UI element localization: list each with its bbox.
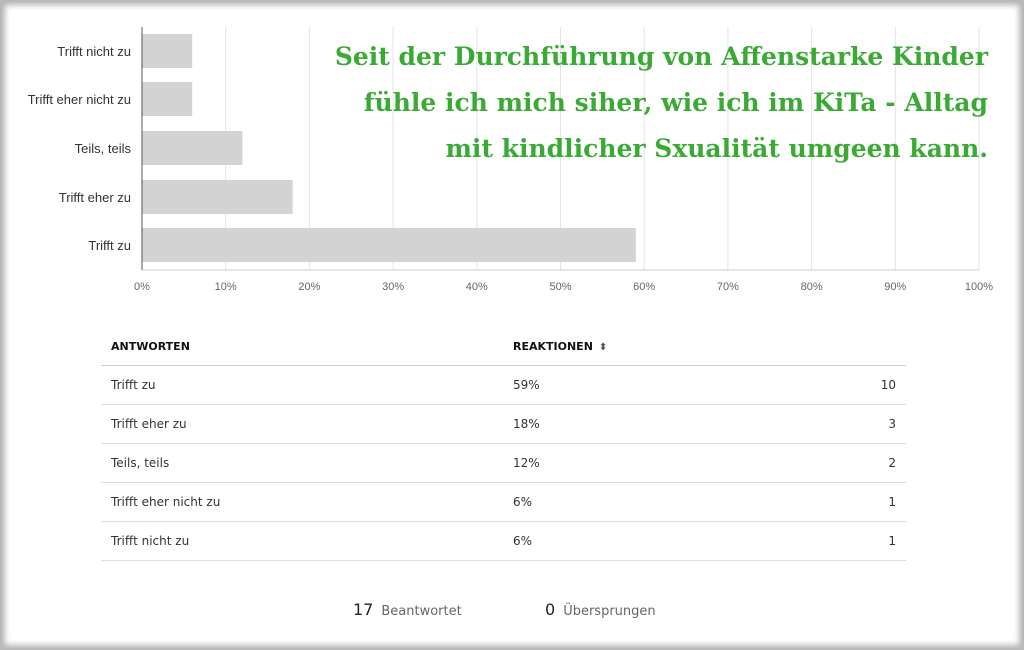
x-tick-label: 30%: [382, 281, 404, 293]
count-cell: 1: [732, 521, 906, 561]
count-cell: 3: [732, 404, 906, 444]
percent-cell: 6%: [503, 482, 733, 522]
bar-chart: 0% 10% 20% 30% 40% 50% 60% 70% 80% 90% 100% Trifft …: [28, 27, 993, 293]
category-label: Trifft zu: [88, 238, 131, 253]
table-row: Trifft eher zu 18% 3: [101, 404, 906, 444]
category-label: Trifft eher zu: [59, 190, 131, 205]
category-label: Trifft eher nicht zu: [28, 92, 131, 107]
bar: [142, 34, 193, 68]
table-header-row: ANTWORTEN REAKTIONEN ⬍: [101, 327, 906, 366]
headline-line-3: mit kindlicher Sxualität umgeen kann.: [445, 134, 988, 163]
headline-line-1: Seit der Durchführung von Affenstarke Ki…: [334, 42, 988, 71]
table-row: Trifft nicht zu 6% 1: [101, 521, 906, 561]
category-label: Trifft nicht zu: [57, 44, 131, 59]
x-tick-label: 50%: [549, 281, 571, 293]
percent-cell: 6%: [503, 521, 733, 561]
x-tick-label: 0%: [134, 281, 150, 293]
bar: [142, 82, 193, 116]
answer-cell: Trifft nicht zu: [101, 521, 503, 561]
answered-count: 17: [353, 600, 374, 619]
answered-summary: 17 Beantwortet: [353, 600, 462, 619]
x-tick-label: 80%: [801, 281, 823, 293]
responses-table: ANTWORTEN REAKTIONEN ⬍ Trifft zu 59% 10 T…: [101, 327, 906, 561]
bar: [142, 180, 293, 214]
answer-cell: Trifft eher nicht zu: [101, 482, 503, 522]
x-tick-label: 90%: [884, 281, 906, 293]
bar: [142, 131, 243, 165]
table-row: Trifft zu 59% 10: [101, 365, 906, 405]
x-tick-label: 40%: [466, 281, 488, 293]
x-tick-label: 10%: [215, 281, 237, 293]
percent-cell: 12%: [503, 443, 733, 483]
count-cell: 2: [732, 443, 906, 483]
table-row: Teils, teils 12% 2: [101, 443, 906, 483]
category-label: Teils, teils: [75, 141, 132, 156]
bar: [142, 228, 636, 262]
answer-cell: Trifft zu: [101, 365, 503, 405]
reactions-header-label: REAKTIONEN: [513, 339, 593, 353]
skipped-summary: 0 Übersprungen: [545, 600, 656, 619]
headline: Seit der Durchführung von Affenstarke Ki…: [288, 34, 988, 172]
answered-label: Beantwortet: [381, 604, 462, 619]
table-row: Trifft eher nicht zu 6% 1: [101, 482, 906, 522]
count-cell: 10: [732, 365, 906, 405]
answers-header-label: ANTWORTEN: [111, 339, 190, 353]
sort-icon[interactable]: ⬍: [598, 341, 608, 353]
x-tick-label: 60%: [633, 281, 655, 293]
headline-line-2: fühle ich mich siher, wie ich im KiTa - …: [363, 88, 988, 117]
x-tick-label: 100%: [965, 281, 993, 293]
percent-cell: 59%: [503, 365, 733, 405]
skipped-count: 0: [545, 600, 556, 619]
answer-cell: Teils, teils: [101, 443, 503, 483]
skipped-label: Übersprungen: [563, 604, 656, 619]
answers-column-header: ANTWORTEN: [101, 327, 503, 366]
reactions-column-header[interactable]: REAKTIONEN ⬍: [503, 327, 906, 366]
x-tick-label: 20%: [298, 281, 320, 293]
percent-cell: 18%: [503, 404, 733, 444]
x-tick-label: 70%: [717, 281, 739, 293]
answer-cell: Trifft eher zu: [101, 404, 503, 444]
count-cell: 1: [732, 482, 906, 522]
